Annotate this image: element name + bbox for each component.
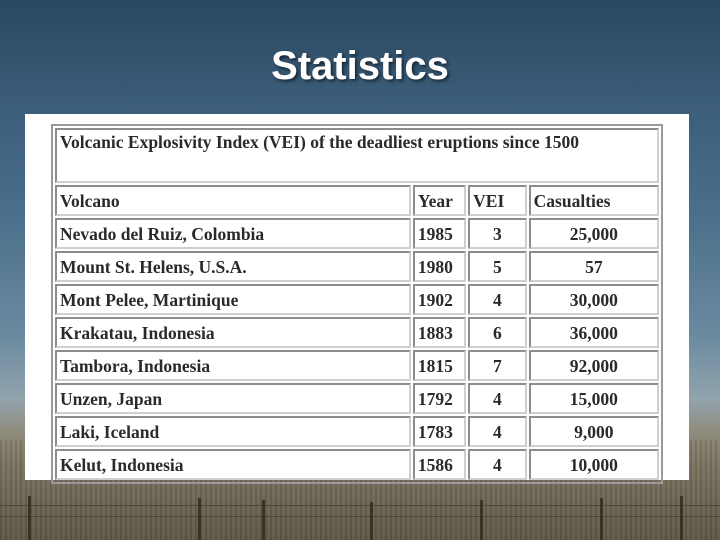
header-vei: VEI	[468, 185, 527, 216]
header-casualties: Casualties	[528, 185, 659, 216]
cell-vei: 4	[468, 449, 527, 480]
cell-volcano: Unzen, Japan	[55, 383, 411, 414]
cell-volcano: Tambora, Indonesia	[55, 350, 411, 381]
cell-casualties: 30,000	[528, 284, 659, 315]
header-volcano: Volcano	[55, 185, 411, 216]
table-row: Mount St. Helens, U.S.A. 1980 5 57	[55, 251, 659, 282]
cell-casualties: 57	[528, 251, 659, 282]
fence-post	[262, 500, 265, 540]
vei-table-image: Volcanic Explosivity Index (VEI) of the …	[25, 114, 689, 484]
cell-volcano: Mount St. Helens, U.S.A.	[55, 251, 411, 282]
cell-year: 1815	[412, 350, 467, 381]
cell-year: 1883	[412, 317, 467, 348]
cell-vei: 4	[468, 383, 527, 414]
fence-wire	[0, 516, 720, 517]
cell-vei: 4	[468, 284, 527, 315]
fence-post	[28, 496, 31, 540]
table-row: Laki, Iceland 1783 4 9,000	[55, 416, 659, 447]
cell-vei: 6	[468, 317, 527, 348]
table-row: Mont Pelee, Martinique 1902 4 30,000	[55, 284, 659, 315]
cell-vei: 3	[468, 218, 527, 249]
cell-vei: 7	[468, 350, 527, 381]
cell-volcano: Mont Pelee, Martinique	[55, 284, 411, 315]
table-row: Unzen, Japan 1792 4 15,000	[55, 383, 659, 414]
cell-casualties: 15,000	[528, 383, 659, 414]
header-row: Volcano Year VEI Casualties	[55, 185, 659, 216]
cell-vei: 5	[468, 251, 527, 282]
table-row: Tambora, Indonesia 1815 7 92,000	[55, 350, 659, 381]
cell-casualties: 92,000	[528, 350, 659, 381]
cell-volcano: Nevado del Ruiz, Colombia	[55, 218, 411, 249]
cell-year: 1792	[412, 383, 467, 414]
cell-volcano: Kelut, Indonesia	[55, 449, 411, 480]
cell-year: 1783	[412, 416, 467, 447]
cell-vei: 4	[468, 416, 527, 447]
cell-year: 1985	[412, 218, 467, 249]
fence-post	[480, 500, 483, 540]
table-row: Kelut, Indonesia 1586 4 10,000	[55, 449, 659, 480]
cell-casualties: 36,000	[528, 317, 659, 348]
cell-casualties: 9,000	[528, 416, 659, 447]
fence-post	[370, 502, 373, 540]
fence-post	[680, 496, 683, 540]
table-caption: Volcanic Explosivity Index (VEI) of the …	[55, 128, 659, 183]
cell-year: 1902	[412, 284, 467, 315]
fence-post	[198, 498, 201, 540]
fence-post	[600, 498, 603, 540]
cell-casualties: 25,000	[528, 218, 659, 249]
vei-table: Volcanic Explosivity Index (VEI) of the …	[51, 124, 663, 484]
slide-title: Statistics	[271, 44, 449, 88]
table-row: Nevado del Ruiz, Colombia 1985 3 25,000	[55, 218, 659, 249]
caption-row: Volcanic Explosivity Index (VEI) of the …	[55, 128, 659, 183]
table-row: Krakatau, Indonesia 1883 6 36,000	[55, 317, 659, 348]
cell-casualties: 10,000	[528, 449, 659, 480]
cell-year: 1980	[412, 251, 467, 282]
header-year: Year	[412, 185, 467, 216]
cell-year: 1586	[412, 449, 467, 480]
cell-volcano: Laki, Iceland	[55, 416, 411, 447]
fence-wire	[0, 505, 720, 506]
cell-volcano: Krakatau, Indonesia	[55, 317, 411, 348]
